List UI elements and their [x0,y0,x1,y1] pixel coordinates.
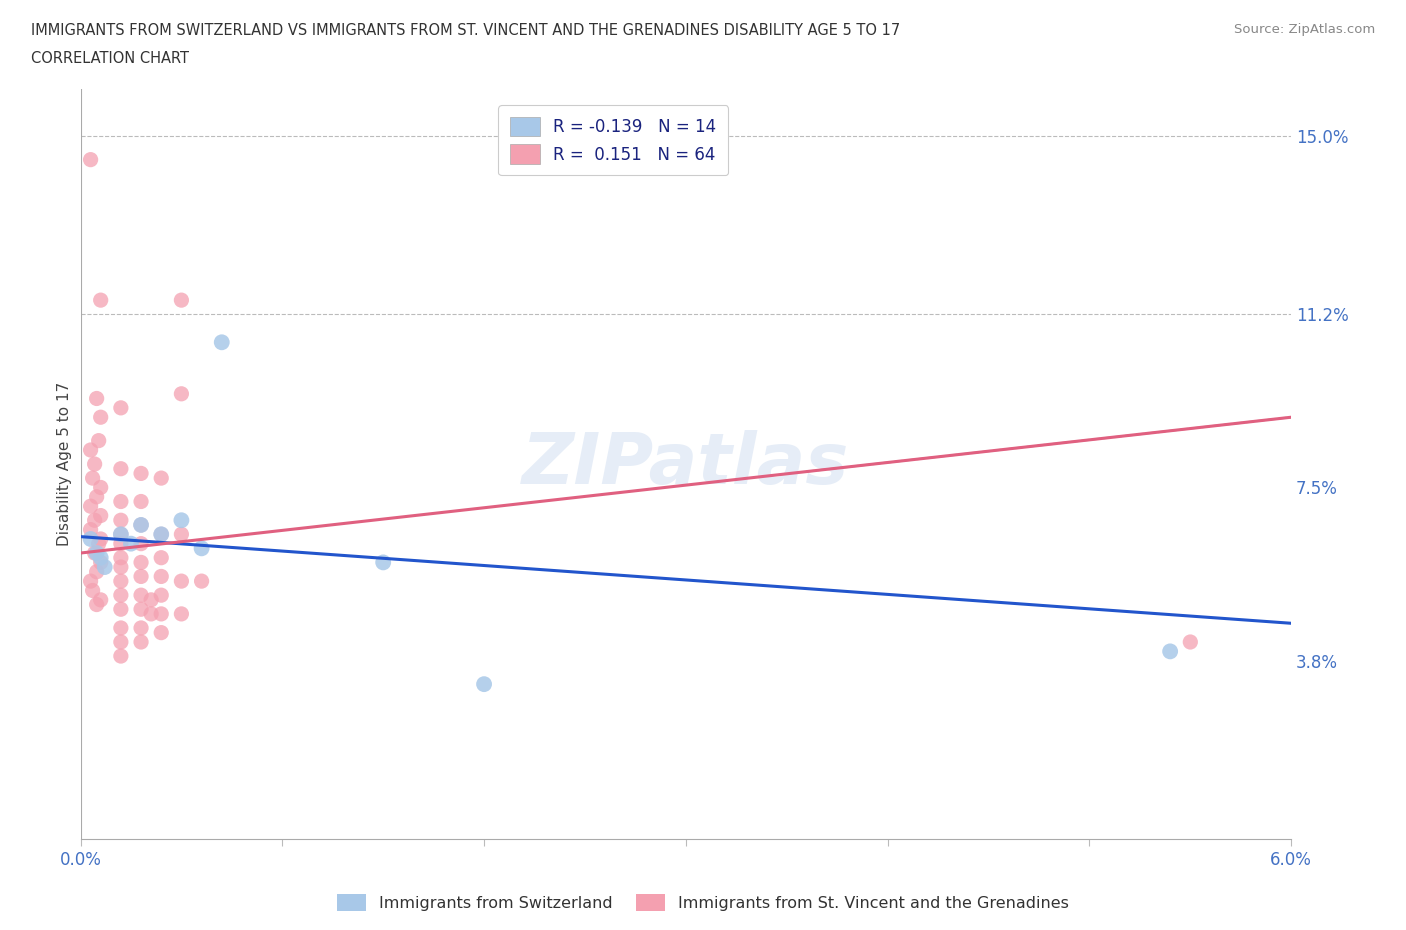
Point [87,433,110,448]
Point [110,551,132,565]
Point [120,537,142,551]
Point [150,527,173,542]
Point [139,606,162,621]
Point [90,508,112,523]
Point [90,410,112,425]
Point [79,443,101,458]
Point [129,494,152,509]
Point [150,606,173,621]
Point [110,527,132,542]
Point [110,588,132,603]
Point [129,517,152,532]
Point [110,620,132,635]
Point [373,555,395,570]
Point [170,574,193,589]
Point [90,532,112,547]
Point [110,401,132,416]
Point [90,592,112,607]
Point [150,551,173,565]
Point [90,555,112,570]
Point [129,569,152,584]
Point [83,546,105,561]
Point [150,588,173,603]
Point [87,537,110,551]
Point [129,537,152,551]
Point [90,551,112,565]
Point [79,522,101,537]
Point [86,391,108,405]
Point [139,592,162,607]
Point [150,471,173,485]
Y-axis label: Disability Age 5 to 17: Disability Age 5 to 17 [58,382,72,546]
Point [150,625,173,640]
Point [110,512,132,527]
Point [170,527,193,542]
Point [79,498,101,513]
Point [472,677,495,692]
Point [110,648,132,663]
Point [79,574,101,589]
Point [83,457,105,472]
Point [129,620,152,635]
Point [86,565,108,579]
Point [190,574,212,589]
Point [90,293,112,308]
Point [170,386,193,401]
Point [1180,634,1202,649]
Point [110,634,132,649]
Point [110,602,132,617]
Point [129,466,152,481]
Text: ZIPatlas: ZIPatlas [522,430,849,498]
Point [110,560,132,575]
Legend: Immigrants from Switzerland, Immigrants from St. Vincent and the Grenadines: Immigrants from Switzerland, Immigrants … [330,888,1076,917]
Text: CORRELATION CHART: CORRELATION CHART [31,51,188,66]
Point [1159,644,1181,658]
Point [129,634,152,649]
Text: IMMIGRANTS FROM SWITZERLAND VS IMMIGRANTS FROM ST. VINCENT AND THE GRENADINES DI: IMMIGRANTS FROM SWITZERLAND VS IMMIGRANT… [31,23,900,38]
Point [86,489,108,504]
Point [150,527,173,542]
Point [110,494,132,509]
Point [82,471,104,485]
Point [170,606,193,621]
Point [129,602,152,617]
Point [90,480,112,495]
Point [150,569,173,584]
Point [110,537,132,551]
Text: Source: ZipAtlas.com: Source: ZipAtlas.com [1234,23,1375,36]
Point [190,541,212,556]
Point [170,293,193,308]
Point [110,461,132,476]
Point [93,560,115,575]
Point [211,335,233,350]
Point [110,574,132,589]
Point [129,588,152,603]
Point [110,527,132,542]
Point [82,583,104,598]
Legend: R = -0.139   N = 14, R =  0.151   N = 64: R = -0.139 N = 14, R = 0.151 N = 64 [498,105,728,176]
Point [170,512,193,527]
Point [79,532,101,547]
Point [129,517,152,532]
Point [86,546,108,561]
Point [86,597,108,612]
Point [79,153,101,167]
Point [83,512,105,527]
Point [129,555,152,570]
